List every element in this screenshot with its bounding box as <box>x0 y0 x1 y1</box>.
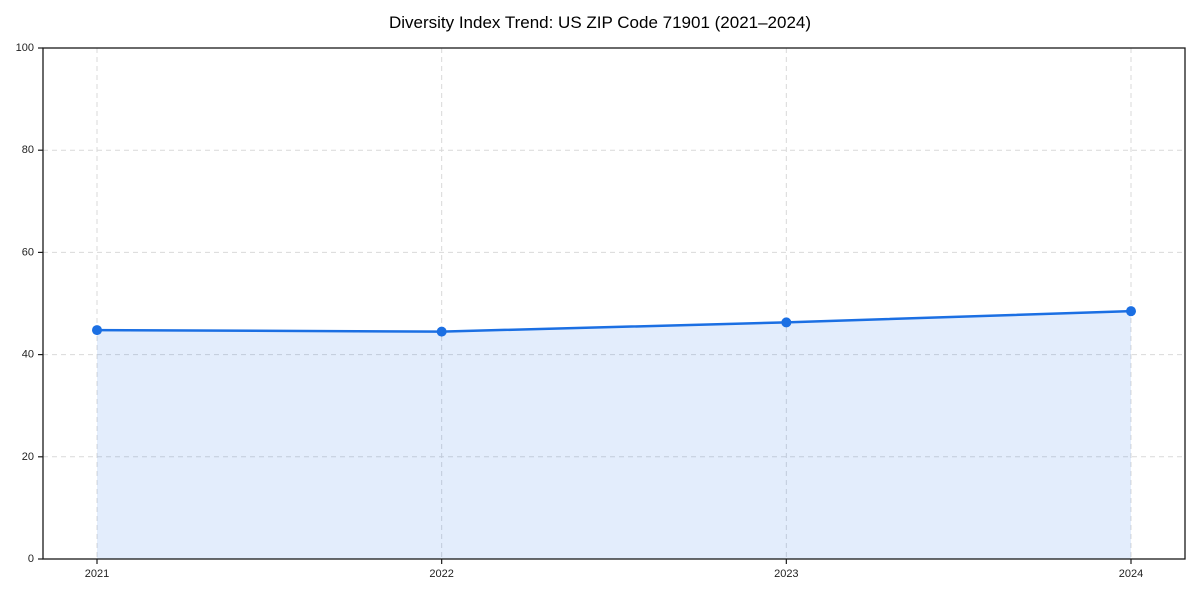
y-tick-label: 40 <box>22 349 34 361</box>
y-tick-label: 0 <box>28 553 34 565</box>
y-tick-label: 80 <box>22 144 34 156</box>
chart-title: Diversity Index Trend: US ZIP Code 71901… <box>388 13 812 32</box>
area-fill <box>97 311 1131 559</box>
data-point <box>1126 306 1136 317</box>
data-point <box>781 317 792 328</box>
trend-line <box>95 309 1133 333</box>
x-tick-label: 2023 <box>774 568 798 580</box>
x-tick-label: 2024 <box>1119 568 1143 580</box>
x-tick-label: 2022 <box>429 568 453 580</box>
y-tick-label: 60 <box>22 246 34 258</box>
y-tick-label: 20 <box>22 451 34 463</box>
plot-border <box>42 47 1186 560</box>
data-point <box>436 326 447 337</box>
data-point <box>92 325 102 336</box>
x-tick-label: 2021 <box>85 568 109 580</box>
y-tick-label: 100 <box>16 42 34 54</box>
